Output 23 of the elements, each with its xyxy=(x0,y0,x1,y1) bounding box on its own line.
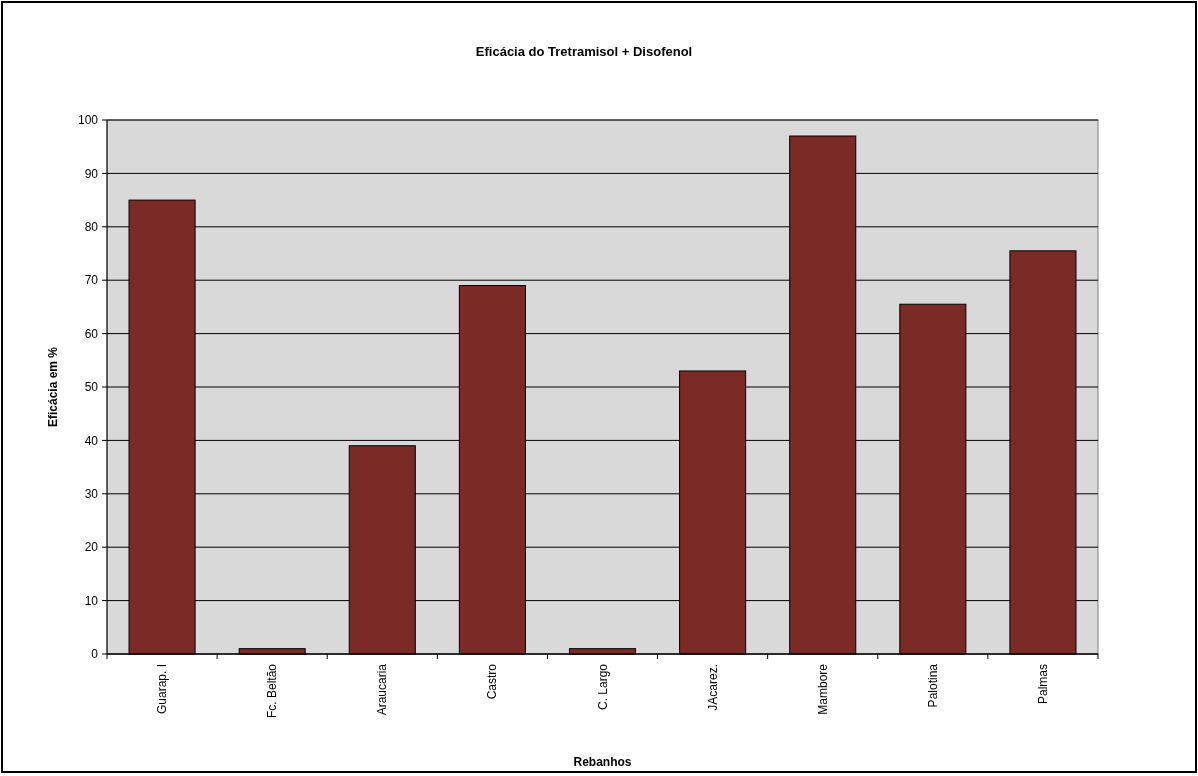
y-tick-label: 100 xyxy=(77,113,99,128)
x-tick-label: C. Largo xyxy=(595,663,610,711)
x-axis-title: Rebanhos xyxy=(573,755,632,769)
x-tick-label: Castro xyxy=(485,663,500,700)
x-tick-label: Guarap. I xyxy=(155,664,170,715)
x-tick-label: Fc. Beltão xyxy=(265,663,280,719)
y-tick-label: 90 xyxy=(84,166,99,181)
y-tick-label: 0 xyxy=(91,647,99,662)
x-tick-label: Mambore xyxy=(815,663,830,715)
x-tick-label: Palmas xyxy=(1035,664,1050,705)
y-tick-label: 70 xyxy=(84,273,99,288)
y-tick-label: 10 xyxy=(84,593,99,608)
chart-title: Eficácia do Tretramisol + Disofenol xyxy=(475,44,693,59)
x-tick-label: JAcarez. xyxy=(705,664,720,711)
y-tick-label: 50 xyxy=(84,380,99,395)
x-tick-label: Araucaria xyxy=(375,663,390,716)
y-tick-label: 40 xyxy=(84,433,99,448)
y-tick-label: 60 xyxy=(84,326,99,341)
y-axis-title: Eficácia em % xyxy=(46,346,60,428)
y-tick-label: 20 xyxy=(84,540,99,555)
x-tick-label: Palotina xyxy=(925,663,940,708)
y-tick-label: 80 xyxy=(84,220,99,234)
y-tick-label: 30 xyxy=(84,487,99,501)
